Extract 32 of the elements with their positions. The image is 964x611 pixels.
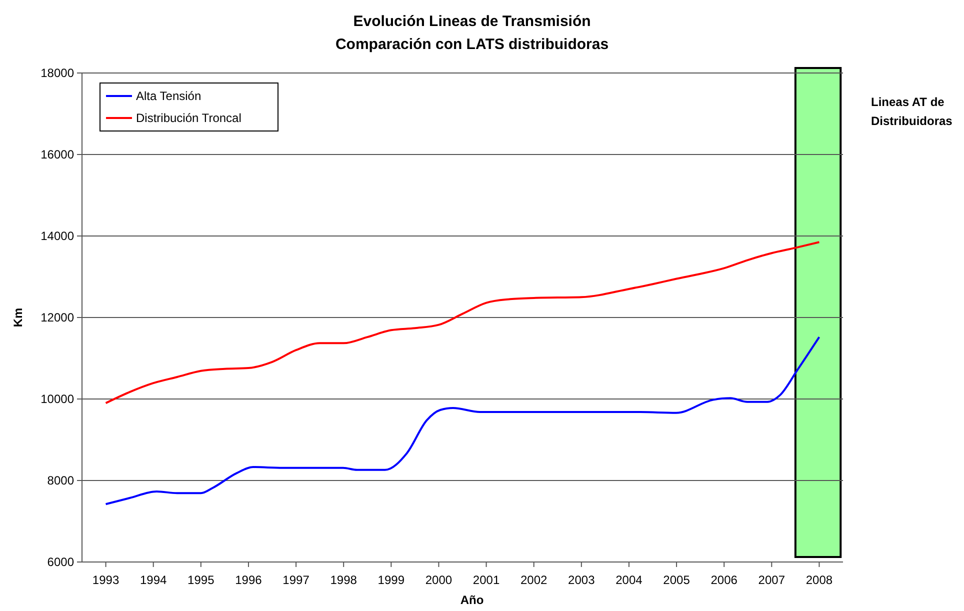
legend-label: Alta Tensión bbox=[136, 89, 202, 104]
x-tick-label: 2007 bbox=[758, 573, 786, 587]
y-tick-label: 14000 bbox=[40, 229, 74, 244]
x-tick-label: 2004 bbox=[616, 573, 643, 587]
y-tick-label: 18000 bbox=[40, 66, 74, 80]
y-axis-title: Km bbox=[11, 308, 25, 328]
x-tick-label: 2001 bbox=[472, 573, 500, 587]
x-tick-label: 2005 bbox=[663, 573, 690, 587]
x-tick-label: 1999 bbox=[378, 573, 405, 587]
legend-label: Distribución Troncal bbox=[136, 111, 242, 126]
x-tick-label: 1997 bbox=[282, 573, 310, 587]
x-tick-label: 2000 bbox=[425, 573, 452, 587]
x-tick-label: 2002 bbox=[520, 573, 548, 587]
y-tick-label: 16000 bbox=[40, 148, 74, 162]
x-tick-label: 1993 bbox=[92, 573, 120, 587]
y-tick-label: 10000 bbox=[40, 392, 74, 406]
chart-subtitle: Comparación con LATS distribuidoras bbox=[335, 36, 609, 53]
x-tick-label: 2008 bbox=[806, 573, 833, 587]
x-tick-label: 1995 bbox=[188, 573, 215, 587]
line-series bbox=[104, 241, 820, 404]
y-tick-label: 6000 bbox=[47, 555, 74, 570]
x-tick-label: 2003 bbox=[568, 573, 596, 587]
chart-title: Evolución Lineas de Transmisión bbox=[353, 13, 591, 30]
x-tick-label: 2006 bbox=[710, 573, 738, 587]
band-label: Lineas AT de Distribuidoras bbox=[871, 95, 953, 128]
x-tick-label: 1994 bbox=[140, 573, 168, 587]
x-tick-label: 1996 bbox=[235, 573, 262, 587]
y-tick-label: 8000 bbox=[47, 474, 74, 488]
y-tick-label: 12000 bbox=[40, 310, 74, 325]
line-series bbox=[104, 336, 820, 506]
x-axis-title: Año bbox=[460, 593, 484, 607]
x-tick-label: 1998 bbox=[330, 573, 358, 587]
